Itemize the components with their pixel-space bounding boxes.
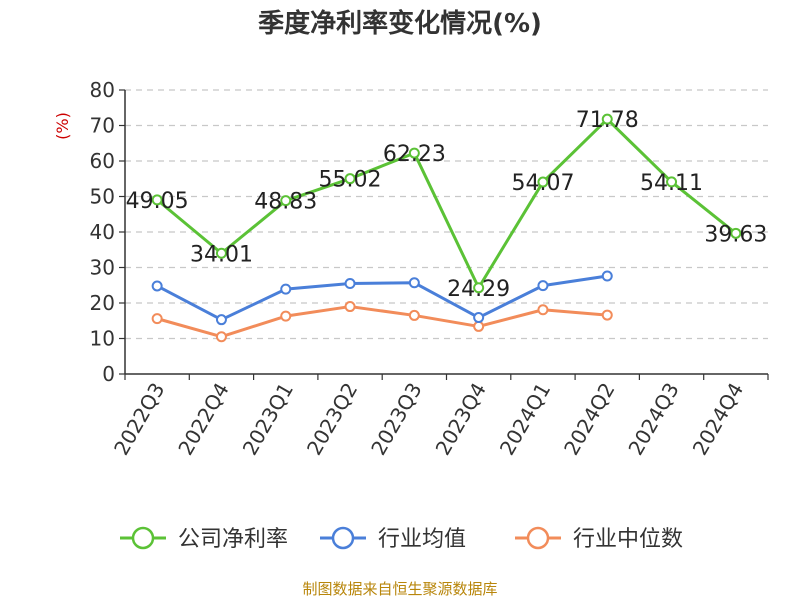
legend: 公司净利率 行业均值 行业中位数 (120, 526, 683, 552)
data-point (344, 277, 356, 289)
data-point (666, 176, 678, 188)
data-point (280, 310, 292, 322)
x-tick-label: 2023Q2 (302, 379, 362, 460)
data-label: 24.29 (447, 277, 510, 302)
y-tick-label: 70 (90, 114, 115, 138)
x-tick-label: 2023Q4 (431, 379, 491, 460)
data-point (408, 277, 420, 289)
legend-label: 行业中位数 (573, 527, 683, 552)
series-line-0 (156, 117, 737, 290)
legend-label: 公司净利率 (178, 527, 288, 552)
data-point (537, 280, 549, 292)
y-tick-label: 30 (90, 256, 115, 280)
y-tick-label: 0 (102, 362, 115, 386)
x-tick-label: 2024Q2 (559, 379, 619, 460)
data-point (537, 304, 549, 316)
series-line-1 (156, 274, 608, 322)
data-point (537, 176, 549, 188)
data-label: 71.78 (576, 108, 639, 133)
data-label: 48.83 (254, 190, 317, 215)
data-point (215, 331, 227, 343)
legend-marker (526, 526, 550, 550)
series-layer (151, 113, 742, 343)
data-point (601, 113, 613, 125)
data-label: 49.05 (126, 189, 189, 214)
data-point (280, 283, 292, 295)
legend-marker (331, 526, 355, 550)
data-point (601, 309, 613, 321)
data-point (215, 314, 227, 326)
data-point (344, 173, 356, 185)
y-tick-label: 40 (90, 220, 115, 244)
data-label: 62.23 (383, 142, 446, 167)
x-tick-label: 2022Q4 (173, 379, 233, 460)
data-label: 34.01 (190, 242, 253, 267)
y-tick-label: 10 (90, 327, 115, 351)
data-point (280, 195, 292, 207)
data-point (473, 312, 485, 324)
chart-title: 季度净利率变化情况(%) (258, 8, 542, 39)
data-point (344, 301, 356, 313)
data-point (730, 227, 742, 239)
data-point (151, 194, 163, 206)
legend-label: 行业均值 (378, 527, 466, 552)
y-tick-label: 80 (90, 78, 115, 102)
x-tick-label: 2023Q3 (366, 379, 426, 460)
x-tick-label: 2024Q3 (623, 379, 683, 460)
data-point (215, 247, 227, 259)
data-label: 39.63 (704, 222, 767, 247)
y-tick-label: 20 (90, 291, 115, 315)
y-tick-label: 50 (90, 185, 115, 209)
data-point (473, 320, 485, 332)
y-axis-label: (%) (53, 112, 72, 140)
data-point (151, 313, 163, 325)
series-line-2 (156, 305, 608, 339)
data-point (473, 282, 485, 294)
x-tick-label: 2024Q4 (688, 379, 748, 460)
x-tick-label: 2024Q1 (495, 379, 555, 460)
data-point (408, 147, 420, 159)
data-label: 55.02 (319, 168, 382, 193)
y-tick-label: 60 (90, 149, 115, 173)
data-point (408, 309, 420, 321)
grid (125, 89, 768, 340)
data-point (601, 270, 613, 282)
data-label: 54.11 (640, 171, 703, 196)
data-label: 54.07 (511, 171, 574, 196)
x-tick-label: 2023Q1 (238, 379, 298, 460)
data-point (151, 280, 163, 292)
source-note: 制图数据来自恒生聚源数据库 (302, 580, 497, 598)
legend-marker (131, 526, 155, 550)
x-tick-label: 2022Q3 (109, 379, 169, 460)
